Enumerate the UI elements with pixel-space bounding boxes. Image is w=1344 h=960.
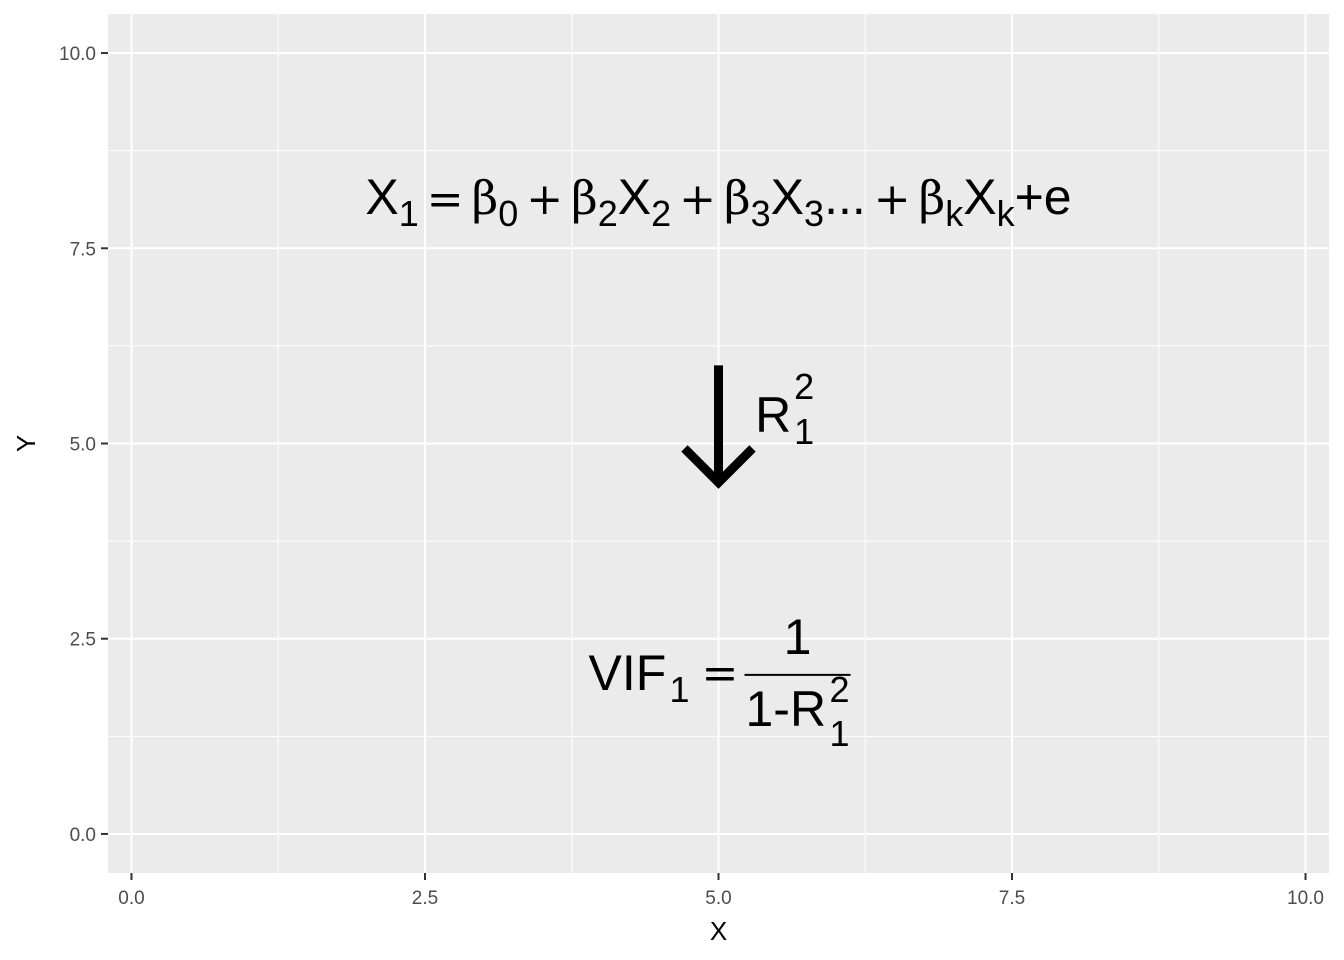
- x-axis: 0.0 2.5 5.0 7.5 10.0: [118, 873, 1324, 909]
- eq-plus-3: +: [874, 174, 911, 225]
- vif-equation: VIF 1 = 1 1-R 2 1: [589, 609, 851, 754]
- x-tick-label: 7.5: [999, 888, 1025, 909]
- vif-denominator-sup: 2: [830, 669, 850, 710]
- y-axis-title: Y: [11, 435, 41, 452]
- eq-x3: X: [771, 169, 804, 225]
- eq-x2: X: [618, 169, 651, 225]
- x-axis-title: X: [710, 916, 727, 946]
- eq-xk: X: [963, 169, 996, 225]
- vif-denominator: 1-R: [746, 681, 827, 737]
- down-arrow: [681, 365, 756, 489]
- eq-plus-2: +: [679, 174, 716, 225]
- eq-beta0: β: [472, 171, 499, 225]
- x-tick-label: 2.5: [412, 888, 438, 909]
- eq-equals: =: [427, 174, 464, 225]
- r2-sup: 2: [794, 366, 814, 407]
- eq-x3-sub: 3: [804, 193, 824, 234]
- eq-beta2-sub: 2: [598, 193, 618, 234]
- r-squared-label: R 2 1: [755, 366, 814, 452]
- y-tick-label: 7.5: [70, 239, 96, 260]
- eq-plus-1: +: [526, 174, 563, 225]
- y-tick-label: 2.5: [70, 630, 96, 651]
- y-tick-label: 10.0: [59, 44, 96, 65]
- vif-denominator-sub: 1: [830, 713, 850, 754]
- r2-base: R: [755, 387, 791, 443]
- eq-x2-sub: 2: [651, 193, 671, 234]
- eq-ellipsis: ...: [824, 169, 866, 225]
- arrow-head: [681, 445, 756, 489]
- eq-tail: +e: [1015, 169, 1072, 225]
- eq-beta3: β: [724, 171, 751, 225]
- y-tick-label: 0.0: [70, 825, 96, 846]
- vif-numerator: 1: [784, 609, 812, 665]
- regression-equation: X1 = β0 + β2X2 + β3X3... + βkXk+e: [365, 169, 1071, 234]
- r2-sub: 1: [794, 411, 814, 452]
- eq-beta3-sub: 3: [751, 193, 771, 234]
- x-tick-label: 0.0: [118, 888, 144, 909]
- y-axis: 0.0 2.5 5.0 7.5 10.0: [59, 44, 108, 846]
- eq-betak-sub: k: [945, 193, 964, 234]
- vif-lhs: VIF: [589, 645, 667, 701]
- x-tick-label: 10.0: [1287, 888, 1324, 909]
- eq-xk-sub: k: [997, 193, 1016, 234]
- eq-x1: X: [365, 169, 398, 225]
- eq-beta0-sub: 0: [498, 193, 518, 234]
- vif-lhs-sub: 1: [670, 669, 690, 710]
- eq-x1-sub: 1: [399, 193, 419, 234]
- eq-betak: β: [919, 171, 946, 225]
- eq-beta2: β: [571, 171, 598, 225]
- vif-equals: =: [702, 648, 739, 699]
- y-tick-label: 5.0: [70, 435, 96, 456]
- x-tick-label: 5.0: [705, 888, 731, 909]
